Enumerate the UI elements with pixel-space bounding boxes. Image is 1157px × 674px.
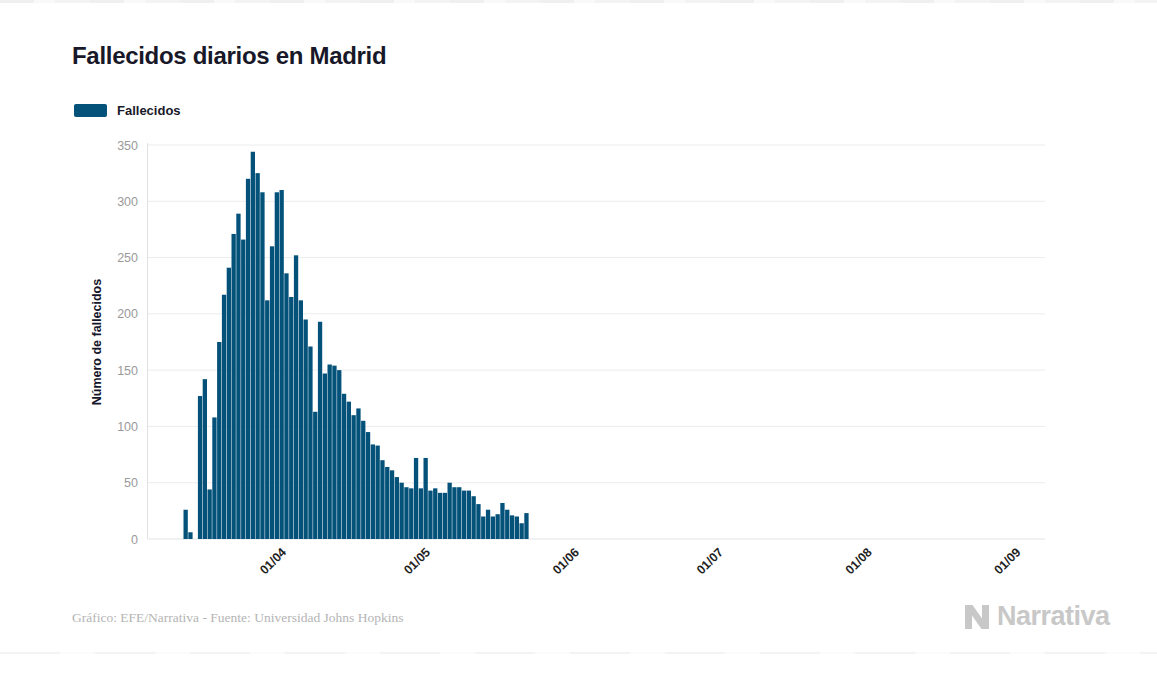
bar-31/03[interactable]: 31/03: 212 fallecidos <box>265 300 269 539</box>
bar-20/05[interactable]: 20/05: 26 fallecidos <box>505 510 509 539</box>
y-tick-label-250: 250 <box>117 251 138 265</box>
bar-01/05[interactable]: 01/05: 72 fallecidos <box>414 458 418 539</box>
bar-13/05[interactable]: 13/05: 38 fallecidos <box>472 496 476 539</box>
bar-28/03[interactable]: 28/03: 344 fallecidos <box>251 152 255 539</box>
y-tick-labels: 0 50 100 150 200 250 300 350 <box>117 139 138 547</box>
bar-17/05[interactable]: 17/05: 20 fallecidos <box>491 516 495 539</box>
bar-09/05[interactable]: 09/05: 46 fallecidos <box>452 487 456 539</box>
bar-23/04[interactable]: 23/04: 83 fallecidos <box>376 446 380 539</box>
bar-27/04[interactable]: 27/04: 55 fallecidos <box>395 477 399 539</box>
y-tick-label-50: 50 <box>124 476 138 490</box>
x-tick-label-01/04: 01/04 <box>257 545 289 577</box>
bar-21/05[interactable]: 21/05: 21 fallecidos <box>510 515 514 539</box>
bar-16/05[interactable]: 16/05: 26 fallecidos <box>486 510 490 539</box>
bar-25/04[interactable]: 25/04: 64 fallecidos <box>385 467 389 539</box>
bar-24/03[interactable]: 24/03: 271 fallecidos <box>232 234 236 539</box>
bar-05/05[interactable]: 05/05: 45 fallecidos <box>433 488 437 539</box>
bar-27/03[interactable]: 27/03: 320 fallecidos <box>246 179 250 539</box>
bar-12/05[interactable]: 12/05: 43 fallecidos <box>467 491 471 539</box>
bar-19/04[interactable]: 19/04: 116 fallecidos <box>356 408 360 539</box>
bar-19/05[interactable]: 19/05: 32 fallecidos <box>500 503 504 539</box>
narrativa-logo: Narrativa <box>962 601 1110 632</box>
x-tick-label-01/08: 01/08 <box>843 545 875 577</box>
bar-05/04[interactable]: 05/04: 215 fallecidos <box>289 297 293 539</box>
bar-29/04[interactable]: 29/04: 46 fallecidos <box>404 487 408 539</box>
bar-22/03[interactable]: 22/03: 217 fallecidos <box>222 295 226 539</box>
bar-11/05[interactable]: 11/05: 43 fallecidos <box>462 491 466 539</box>
bar-18/04[interactable]: 18/04: 110 fallecidos <box>352 415 356 539</box>
chart-card: Fallecidos diarios en Madrid Fallecidos … <box>0 0 1157 674</box>
bar-15/04[interactable]: 15/04: 150 fallecidos <box>337 370 341 539</box>
bar-08/05[interactable]: 08/05: 50 fallecidos <box>448 483 452 539</box>
footer-credit: Gráfico: EFE/Narrativa - Fuente: Univers… <box>72 610 403 626</box>
bar-13/04[interactable]: 13/04: 155 fallecidos <box>328 365 332 539</box>
bar-22/05[interactable]: 22/05: 20 fallecidos <box>515 516 519 539</box>
bar-14/05[interactable]: 14/05: 31 fallecidos <box>476 504 480 539</box>
bar-22/04[interactable]: 22/04: 84 fallecidos <box>371 444 375 539</box>
bar-10/05[interactable]: 10/05: 46 fallecidos <box>457 487 461 539</box>
bar-11/04[interactable]: 11/04: 193 fallecidos <box>318 322 322 539</box>
y-tick-label-350: 350 <box>117 139 138 153</box>
x-tick-label-01/05: 01/05 <box>401 545 433 577</box>
bar-23/05[interactable]: 23/05: 14 fallecidos <box>520 523 524 539</box>
y-tick-label-0: 0 <box>131 533 138 547</box>
bar-04/04[interactable]: 04/04: 236 fallecidos <box>284 273 288 539</box>
bar-14/03[interactable]: 14/03: 26 fallecidos <box>184 510 188 539</box>
y-tick-label-300: 300 <box>117 195 138 209</box>
bar-10/04[interactable]: 10/04: 113 fallecidos <box>313 412 317 539</box>
bar-14/04[interactable]: 14/04: 154 fallecidos <box>332 366 336 539</box>
narrativa-logo-text: Narrativa <box>997 601 1110 632</box>
bar-15/03[interactable]: 15/03: 6 fallecidos <box>188 532 192 539</box>
bar-07/05[interactable]: 07/05: 41 fallecidos <box>443 493 447 539</box>
bar-03/05[interactable]: 03/05: 72 fallecidos <box>424 458 428 539</box>
bar-07/04[interactable]: 07/04: 212 fallecidos <box>299 300 303 539</box>
bar-12/04[interactable]: 12/04: 147 fallecidos <box>323 374 327 539</box>
y-tick-label-150: 150 <box>117 364 138 378</box>
bar-30/03[interactable]: 30/03: 308 fallecidos <box>260 192 264 539</box>
x-tick-label-01/06: 01/06 <box>550 545 582 577</box>
bar-18/03[interactable]: 18/03: 142 fallecidos <box>203 379 207 539</box>
x-tick-label-01/09: 01/09 <box>992 545 1024 577</box>
bar-04/05[interactable]: 04/05: 43 fallecidos <box>428 491 432 539</box>
bar-25/03[interactable]: 25/03: 289 fallecidos <box>236 214 240 539</box>
bar-29/03[interactable]: 29/03: 325 fallecidos <box>256 173 260 539</box>
bar-19/03[interactable]: 19/03: 44 fallecidos <box>208 489 212 539</box>
x-tick-labels: 01/04 01/05 01/06 01/07 01/08 01/09 <box>257 545 1023 577</box>
bar-24/05[interactable]: 24/05: 23 fallecidos <box>524 513 528 539</box>
bar-16/04[interactable]: 16/04: 129 fallecidos <box>342 394 346 539</box>
bar-21/03[interactable]: 21/03: 175 fallecidos <box>217 342 221 539</box>
bar-01/04[interactable]: 01/04: 260 fallecidos <box>270 246 274 539</box>
bar-03/04[interactable]: 03/04: 310 fallecidos <box>280 190 284 539</box>
bar-26/03[interactable]: 26/03: 266 fallecidos <box>241 240 245 539</box>
bar-06/05[interactable]: 06/05: 41 fallecidos <box>438 493 442 539</box>
y-tick-label-100: 100 <box>117 420 138 434</box>
bar-18/05[interactable]: 18/05: 22 fallecidos <box>496 514 500 539</box>
bar-23/03[interactable]: 23/03: 241 fallecidos <box>227 268 231 539</box>
bar-24/04[interactable]: 24/04: 70 fallecidos <box>380 460 384 539</box>
bar-17/04[interactable]: 17/04: 122 fallecidos <box>347 402 351 539</box>
bar-02/05[interactable]: 02/05: 45 fallecidos <box>419 488 423 539</box>
x-tick-label-01/07: 01/07 <box>694 545 726 577</box>
bar-09/04[interactable]: 09/04: 171 fallecidos <box>308 347 312 540</box>
bar-20/03[interactable]: 20/03: 108 fallecidos <box>212 417 216 539</box>
bar-30/04[interactable]: 30/04: 45 fallecidos <box>409 488 413 539</box>
bar-17/03[interactable]: 17/03: 127 fallecidos <box>198 396 202 539</box>
bar-02/04[interactable]: 02/04: 308 fallecidos <box>275 192 279 539</box>
bar-21/04[interactable]: 21/04: 95 fallecidos <box>366 432 370 539</box>
bar-15/05[interactable]: 15/05: 20 fallecidos <box>481 516 485 539</box>
narrativa-n-icon <box>962 602 992 632</box>
bar-28/04[interactable]: 28/04: 50 fallecidos <box>400 483 404 539</box>
y-tick-label-200: 200 <box>117 307 138 321</box>
bar-26/04[interactable]: 26/04: 61 fallecidos <box>390 470 394 539</box>
bars: 14/03: 26 fallecidos15/03: 6 fallecidos 1… <box>184 152 529 539</box>
bar-06/04[interactable]: 06/04: 252 fallecidos <box>294 255 298 539</box>
bar-20/04[interactable]: 20/04: 105 fallecidos <box>361 421 365 539</box>
bar-08/04[interactable]: 08/04: 195 fallecidos <box>304 319 308 539</box>
y-axis-title: Número de fallecidos <box>90 279 104 405</box>
bar-chart: 0 50 100 150 200 250 300 350 14/03: 26 fallecid… <box>0 0 1157 674</box>
bottom-edge-artifact <box>0 652 1157 654</box>
